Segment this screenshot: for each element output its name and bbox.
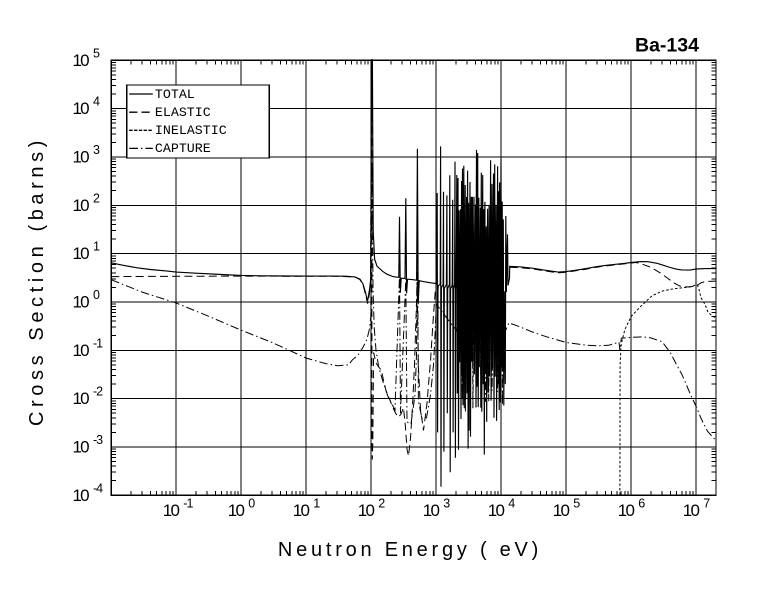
svg-text:10: 10 bbox=[73, 486, 90, 505]
svg-text:0: 0 bbox=[248, 497, 255, 511]
svg-text:0: 0 bbox=[93, 288, 100, 302]
svg-text:ELASTIC: ELASTIC bbox=[155, 105, 211, 120]
svg-text:Neutron Energy ( eV): Neutron Energy ( eV) bbox=[278, 539, 542, 561]
svg-text:10: 10 bbox=[73, 196, 90, 215]
svg-text:Ba-134: Ba-134 bbox=[635, 35, 699, 57]
svg-text:CAPTURE: CAPTURE bbox=[155, 141, 211, 156]
svg-text:10: 10 bbox=[73, 437, 90, 456]
svg-text:3: 3 bbox=[93, 143, 100, 157]
svg-text:6: 6 bbox=[638, 497, 645, 511]
svg-text:Cross Section (barns): Cross Section (barns) bbox=[26, 136, 48, 426]
svg-text:2: 2 bbox=[93, 191, 100, 205]
svg-text:-3: -3 bbox=[93, 433, 103, 447]
svg-text:10: 10 bbox=[73, 292, 90, 311]
svg-text:10: 10 bbox=[73, 99, 90, 118]
svg-text:10: 10 bbox=[618, 501, 635, 520]
svg-text:10: 10 bbox=[163, 501, 180, 520]
svg-text:10: 10 bbox=[423, 501, 440, 520]
svg-text:10: 10 bbox=[73, 51, 90, 70]
svg-text:10: 10 bbox=[73, 148, 90, 167]
svg-text:4: 4 bbox=[508, 497, 515, 511]
svg-text:-4: -4 bbox=[93, 481, 103, 495]
svg-text:10: 10 bbox=[553, 501, 570, 520]
svg-text:10: 10 bbox=[488, 501, 505, 520]
svg-text:-2: -2 bbox=[93, 385, 103, 399]
svg-text:10: 10 bbox=[73, 389, 90, 408]
svg-text:10: 10 bbox=[73, 341, 90, 360]
svg-text:-1: -1 bbox=[93, 336, 103, 350]
svg-text:1: 1 bbox=[93, 240, 100, 254]
svg-text:5: 5 bbox=[93, 46, 100, 60]
svg-text:5: 5 bbox=[573, 497, 580, 511]
svg-text:10: 10 bbox=[683, 501, 700, 520]
svg-text:4: 4 bbox=[93, 95, 100, 109]
svg-text:3: 3 bbox=[443, 497, 450, 511]
svg-text:10: 10 bbox=[228, 501, 245, 520]
svg-text:10: 10 bbox=[73, 244, 90, 263]
svg-text:INELASTIC: INELASTIC bbox=[155, 123, 227, 138]
svg-text:-1: -1 bbox=[183, 497, 193, 511]
svg-text:10: 10 bbox=[358, 501, 375, 520]
svg-text:TOTAL: TOTAL bbox=[155, 87, 195, 102]
svg-text:2: 2 bbox=[378, 497, 385, 511]
svg-text:10: 10 bbox=[293, 501, 310, 520]
svg-text:7: 7 bbox=[703, 497, 710, 511]
svg-text:1: 1 bbox=[313, 497, 320, 511]
